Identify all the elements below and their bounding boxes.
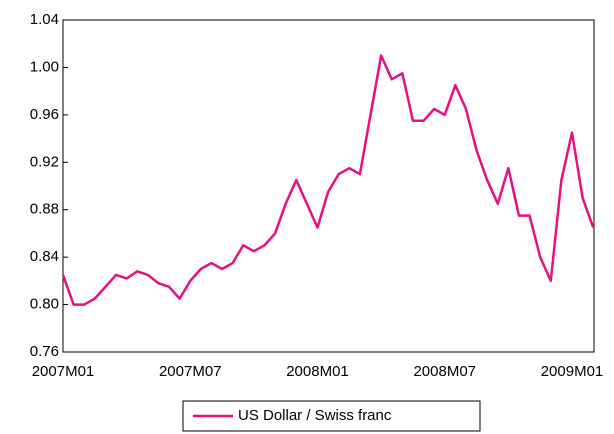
y-tick-label: 0.84	[30, 248, 59, 265]
x-tick-label: 2008M07	[413, 363, 476, 380]
y-tick-label: 0.92	[30, 153, 59, 170]
plot-frame	[62, 19, 595, 353]
y-tick-label: 0.80	[30, 296, 59, 313]
x-tick-label: 2007M01	[32, 363, 95, 380]
y-tick-label: 0.96	[30, 106, 59, 123]
series-line	[61, 54, 595, 306]
x-tick-label: 2008M01	[286, 363, 349, 380]
x-tick-label: 2007M07	[159, 363, 222, 380]
y-tick-label: 1.00	[30, 58, 59, 75]
legend-label: US Dollar / Swiss franc	[238, 407, 392, 424]
y-tick-label: 1.04	[30, 11, 59, 28]
y-tick-label: 0.76	[30, 343, 59, 360]
y-tick-label: 0.88	[30, 201, 59, 218]
x-tick-label: 2009M01	[541, 363, 604, 380]
